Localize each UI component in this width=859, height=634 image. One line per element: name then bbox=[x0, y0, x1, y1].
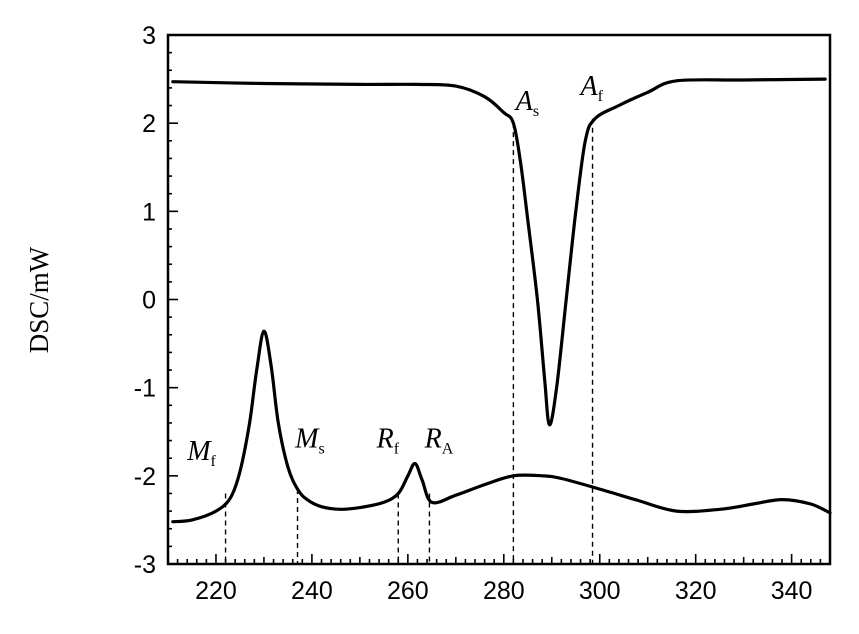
y-tick-label: -3 bbox=[134, 551, 156, 579]
label-subscript: s bbox=[533, 103, 539, 120]
label-ra: RA bbox=[424, 424, 454, 458]
label-subscript: f bbox=[598, 88, 604, 105]
x-tick-label: 300 bbox=[579, 577, 621, 605]
y-tick-label: -1 bbox=[134, 375, 156, 403]
label-as: As bbox=[514, 86, 539, 120]
label-subscript: f bbox=[394, 441, 400, 458]
label-symbol: A bbox=[579, 71, 599, 102]
y-tick-label: 3 bbox=[142, 22, 156, 50]
x-tick-label: 280 bbox=[483, 577, 525, 605]
transition-guide-lines bbox=[224, 118, 594, 564]
label-ms: Ms bbox=[294, 424, 325, 458]
y-tick-label: 2 bbox=[142, 110, 156, 138]
label-subscript: A bbox=[442, 441, 454, 458]
label-rf: Rf bbox=[376, 424, 400, 458]
y-tick-label: -2 bbox=[134, 463, 156, 491]
heating-curve bbox=[171, 77, 827, 427]
x-axis: 220 240 260 280 300 320 340 bbox=[167, 554, 831, 605]
plot-frame bbox=[166, 33, 832, 566]
label-symbol: A bbox=[514, 86, 534, 117]
x-tick-label: 240 bbox=[291, 577, 333, 605]
label-symbol: R bbox=[376, 424, 394, 455]
cooling-curve bbox=[171, 329, 832, 524]
label-subscript: s bbox=[318, 441, 324, 458]
curves bbox=[171, 77, 832, 524]
y-axis: 3 2 1 0 -1 -2 -3 bbox=[134, 22, 178, 579]
y-axis-title: DSC/mW bbox=[24, 246, 54, 353]
y-tick-label: 1 bbox=[142, 198, 156, 226]
label-symbol: R bbox=[424, 424, 442, 455]
label-subscript: f bbox=[211, 453, 217, 470]
y-tick-label: 0 bbox=[142, 287, 156, 315]
label-af: Af bbox=[579, 71, 604, 105]
label-mf: Mf bbox=[186, 436, 216, 470]
x-tick-label: 220 bbox=[195, 577, 237, 605]
x-tick-label: 260 bbox=[387, 577, 429, 605]
x-tick-label: 340 bbox=[771, 577, 813, 605]
x-tick-label: 320 bbox=[675, 577, 717, 605]
label-symbol: M bbox=[294, 424, 320, 455]
label-symbol: M bbox=[186, 436, 212, 467]
